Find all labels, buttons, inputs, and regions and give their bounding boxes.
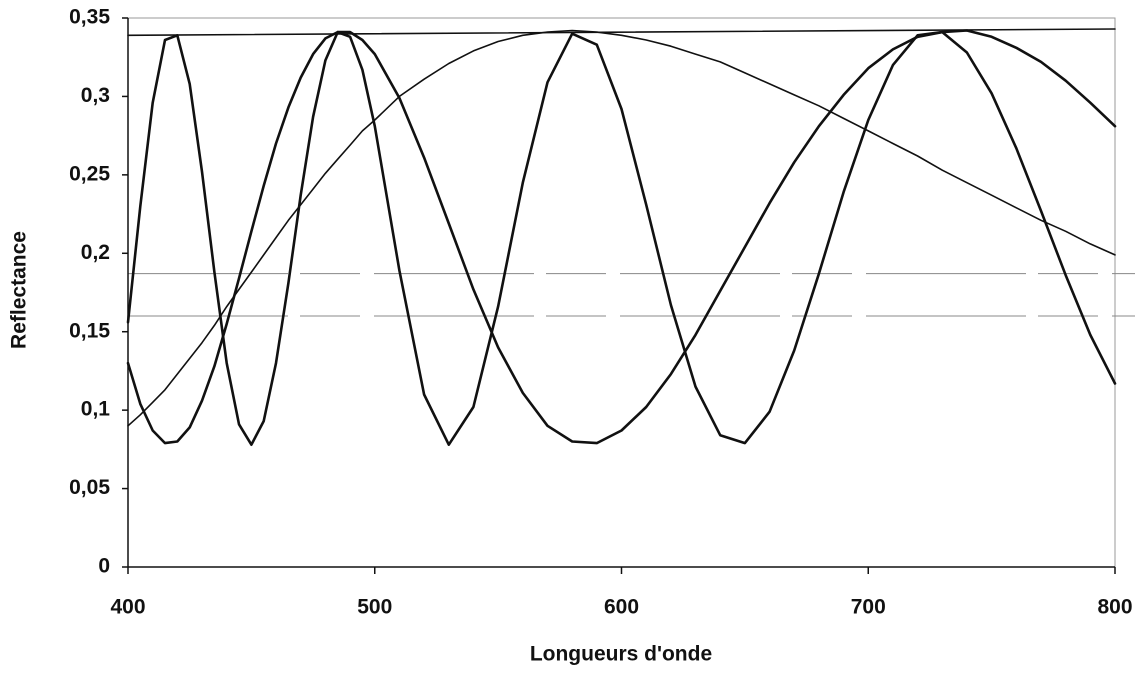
- x-tick-label: 800: [1097, 596, 1132, 619]
- series-line: [127, 29, 1116, 427]
- y-tick-label: 0,15: [69, 319, 110, 342]
- y-tick-label: 0: [98, 555, 110, 578]
- x-tick-label: 700: [851, 596, 886, 619]
- x-tick-label: 400: [110, 596, 145, 619]
- x-axis-title: Longueurs d'onde: [530, 643, 712, 666]
- series-line: [127, 28, 1116, 37]
- series-line: [126, 30, 1117, 446]
- y-tick-label: 0,2: [81, 241, 110, 264]
- y-tick-label: 0,05: [69, 476, 110, 499]
- x-tick-label: 500: [357, 596, 392, 619]
- y-tick-label: 0,1: [81, 398, 111, 421]
- y-axis-title: Reflectance: [8, 231, 31, 349]
- x-tick-label: 600: [604, 596, 639, 619]
- y-tick-label: 0,25: [69, 162, 110, 185]
- plot-frame: [127, 17, 1116, 568]
- y-tick-label: 0,3: [81, 84, 110, 107]
- y-tick-label: 0,35: [69, 6, 110, 29]
- series-line: [126, 29, 1117, 445]
